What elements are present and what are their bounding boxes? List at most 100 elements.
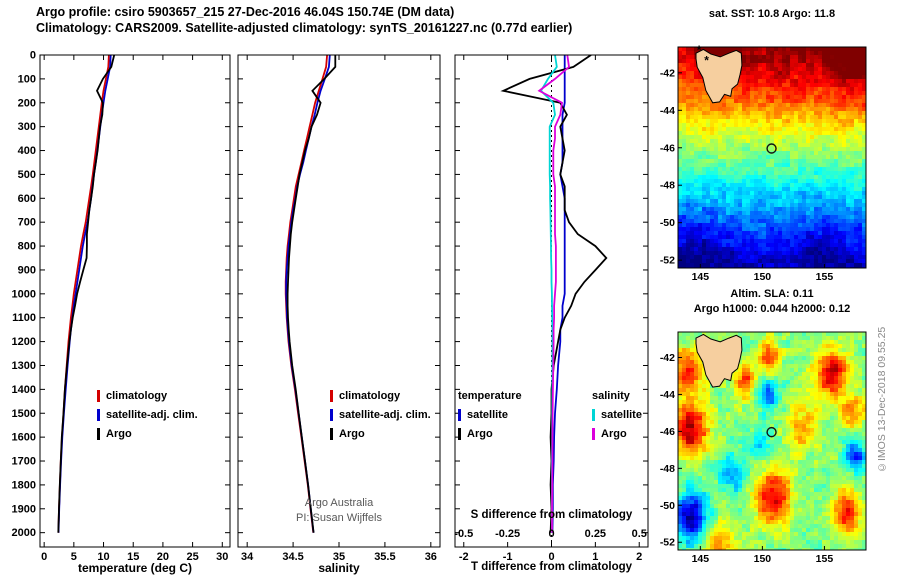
legend-header-salinity: salinity bbox=[592, 389, 630, 402]
heatmap-cells bbox=[678, 47, 866, 268]
attribution-note: Argo Australia PI: Susan Wijffels bbox=[238, 496, 440, 526]
panel-temperature_profile: 0 5 10 15 20 25 300100200300400500600700800900… bbox=[12, 50, 231, 563]
float-location-marker bbox=[766, 143, 777, 154]
depth-tick-label: 600 bbox=[18, 193, 36, 205]
s-axis-tick-label: 0.25 bbox=[585, 528, 606, 540]
legend-marker-climatology bbox=[330, 389, 333, 402]
tasmania-landmass bbox=[695, 333, 743, 388]
lon-tick-label: 145 bbox=[692, 271, 710, 283]
x-tick-label: -1 bbox=[503, 551, 513, 563]
depth-tick-label: 300 bbox=[18, 121, 36, 133]
legend-label: Argo bbox=[106, 427, 132, 440]
legend-item: Argo bbox=[330, 424, 431, 443]
x-tick-label: 35.5 bbox=[374, 551, 395, 563]
island-marker: * bbox=[697, 43, 702, 57]
legend-marker-satellite-clim bbox=[330, 408, 333, 421]
s-axis-tick-label: -0.5 bbox=[454, 528, 473, 540]
line-climatology bbox=[284, 55, 328, 533]
lat-tick-label: -48 bbox=[660, 463, 675, 475]
legend-item: Argo bbox=[592, 424, 642, 443]
inner-axis-label-sdiff: S difference from climatology bbox=[470, 509, 633, 521]
legend-item: Argo bbox=[458, 424, 522, 443]
legend-label: Argo bbox=[339, 427, 365, 440]
lat-tick-label: -52 bbox=[660, 537, 675, 549]
float-location-marker bbox=[766, 426, 777, 438]
x-tick-label: 0 bbox=[548, 551, 554, 563]
legend-item: satellite-adj. clim. bbox=[97, 405, 198, 424]
x-tick-label: 25 bbox=[186, 551, 198, 563]
lon-tick-label: 150 bbox=[754, 271, 772, 283]
x-tick-label: 10 bbox=[97, 551, 109, 563]
legend-label: satellite bbox=[601, 408, 642, 421]
legend-marker-s-satellite bbox=[592, 408, 595, 421]
sla-map-title-line2: Argo h1000: 0.044 h2000: 0.12 bbox=[693, 303, 851, 315]
x-tick-label: 36 bbox=[425, 551, 437, 563]
legend-item: satellite bbox=[458, 405, 522, 424]
s-axis-tick-label: -0.25 bbox=[495, 528, 520, 540]
xaxis-label-salinity: salinity bbox=[318, 561, 360, 575]
legend-header-temperature: temperature bbox=[458, 389, 522, 402]
legend-marker-satellite-clim bbox=[97, 408, 100, 421]
lon-tick-label: 155 bbox=[816, 271, 834, 283]
legend-diff-salinity-column: salinity satellite Argo bbox=[592, 386, 642, 443]
x-tick-label: 1 bbox=[592, 551, 598, 563]
legend-marker-s-argo bbox=[592, 427, 595, 440]
axes-frame bbox=[39, 54, 231, 548]
lat-tick-label: -44 bbox=[660, 389, 675, 401]
legend-item: Argo bbox=[97, 424, 198, 443]
legend-marker-climatology bbox=[97, 389, 100, 402]
tick-marks: -2 -1 0 1 2 bbox=[455, 54, 648, 563]
sst-map-title: sat. SST: 10.8 Argo: 11.8 bbox=[708, 8, 836, 20]
legend-label: Argo bbox=[601, 427, 627, 440]
line-salinity-argo bbox=[537, 55, 570, 533]
lat-tick-label: -52 bbox=[660, 255, 675, 267]
lat-tick-label: -48 bbox=[660, 180, 675, 192]
line-satellite-adj-clim- bbox=[57, 55, 112, 533]
x-tick-label: 20 bbox=[157, 551, 169, 563]
legend-diff-temperature-column: temperature satellite Argo bbox=[458, 386, 522, 443]
lat-tick-label: -44 bbox=[660, 105, 675, 117]
line-argo bbox=[286, 55, 337, 533]
map-ticks: 145 150 155 -42 -44 -46 -48 -50 -52 bbox=[660, 67, 834, 283]
depth-tick-label: 2000 bbox=[12, 527, 36, 539]
legend-salinity-panel: climatology satellite-adj. clim. Argo bbox=[330, 386, 431, 443]
x-tick-label: 0 bbox=[41, 551, 47, 563]
map-sst_map: ** 145 150 155 -42 -44 -46 -48 -50 -52 bbox=[660, 43, 867, 283]
xaxis-label-tdiff: T difference from climatology bbox=[470, 561, 633, 573]
lon-tick-label: 145 bbox=[692, 553, 710, 565]
depth-tick-label: 1700 bbox=[12, 456, 36, 468]
depth-tick-label: 1800 bbox=[12, 479, 36, 491]
legend-marker-t-argo bbox=[458, 427, 461, 440]
tick-marks: 34 34.5 35 35.5 36 bbox=[238, 54, 440, 563]
depth-tick-label: 900 bbox=[18, 264, 36, 276]
map-frame bbox=[677, 331, 867, 551]
legend-label: satellite-adj. clim. bbox=[339, 408, 431, 421]
depth-tick-label: 1200 bbox=[12, 336, 36, 348]
depth-tick-label: 1300 bbox=[12, 360, 36, 372]
sla-map-title-line1: Altim. SLA: 0.11 bbox=[730, 288, 814, 300]
legend-marker-argo bbox=[330, 427, 333, 440]
legend-item: climatology bbox=[330, 386, 431, 405]
imos-watermark: ©IMOS 13-Dec-2018 09.55.25 bbox=[876, 326, 888, 474]
panel-salinity_profile: 34 34.5 35 35.5 36 bbox=[237, 54, 441, 563]
legend-label: satellite bbox=[467, 408, 508, 421]
depth-tick-label: 1600 bbox=[12, 432, 36, 444]
legend-label: climatology bbox=[106, 389, 168, 402]
x-tick-label: 5 bbox=[71, 551, 77, 563]
depth-tick-label: 700 bbox=[18, 217, 36, 229]
figure-title: Argo profile: csiro 5903657_215 27-Dec-2… bbox=[36, 5, 455, 19]
tasmania-landmass bbox=[695, 48, 743, 104]
legend-item: climatology bbox=[97, 386, 198, 405]
depth-tick-label: 400 bbox=[18, 145, 36, 157]
x-tick-label: 34.5 bbox=[282, 551, 303, 563]
s-axis-tick-label: 0.5 bbox=[632, 528, 647, 540]
map-frame bbox=[677, 46, 867, 269]
x-tick-label: 2 bbox=[636, 551, 642, 563]
lat-tick-label: -46 bbox=[660, 142, 675, 154]
legend-label: Argo bbox=[467, 427, 493, 440]
legend-marker-t-satellite bbox=[458, 408, 461, 421]
xaxis-label-temperature: temperature (deg C) bbox=[77, 561, 193, 575]
lon-tick-label: 155 bbox=[816, 553, 834, 565]
